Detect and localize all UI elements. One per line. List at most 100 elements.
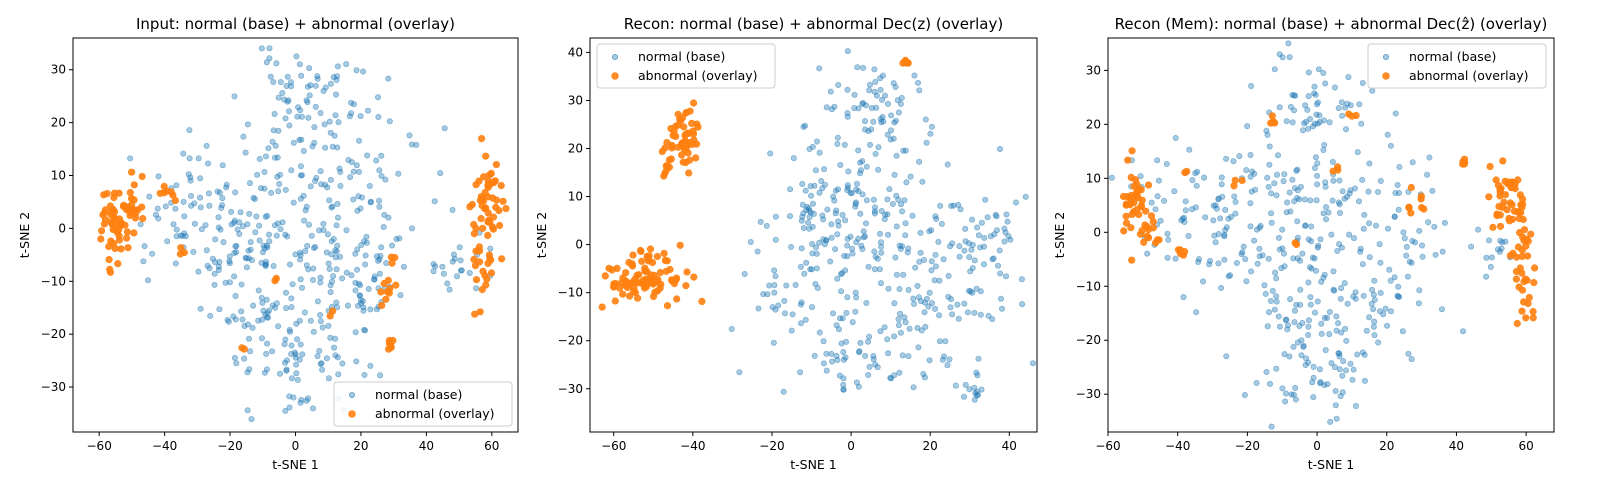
point-normal [1328, 231, 1335, 238]
point-normal [1264, 174, 1271, 181]
point-normal [348, 159, 355, 166]
point-normal [226, 260, 233, 267]
point-normal [840, 348, 847, 355]
point-normal [831, 197, 838, 204]
point-normal [268, 189, 275, 196]
point-abnormal [1499, 157, 1507, 165]
x-tick-label: 60 [1518, 439, 1533, 453]
point-abnormal [484, 177, 492, 185]
point-normal [317, 168, 324, 175]
point-normal [931, 277, 938, 284]
point-normal [145, 277, 152, 284]
point-normal [449, 258, 456, 265]
point-normal [1281, 171, 1288, 178]
point-normal [373, 157, 380, 164]
point-normal [910, 295, 917, 302]
point-normal [385, 75, 392, 82]
point-normal [885, 285, 892, 292]
point-normal [1415, 300, 1422, 307]
point-normal [1460, 328, 1467, 335]
point-normal [807, 266, 814, 273]
x-tick-label: 0 [847, 439, 855, 453]
point-normal [321, 121, 328, 128]
point-normal [1271, 306, 1278, 313]
point-normal [926, 357, 933, 364]
point-normal [283, 366, 290, 373]
point-normal [254, 171, 261, 178]
point-abnormal [377, 288, 385, 296]
point-normal [1192, 170, 1199, 177]
point-normal [365, 285, 372, 292]
point-normal [440, 270, 447, 277]
point-normal [191, 220, 198, 227]
point-normal [1346, 231, 1353, 238]
point-abnormal [480, 173, 488, 181]
point-normal [799, 213, 806, 220]
point-normal [275, 323, 282, 330]
point-abnormal [1495, 202, 1503, 210]
point-normal [320, 227, 327, 234]
point-normal [284, 73, 291, 80]
point-normal [978, 386, 985, 393]
point-normal [337, 169, 344, 176]
point-normal [823, 367, 830, 374]
point-normal [975, 232, 982, 239]
point-normal [844, 235, 851, 242]
point-normal [286, 404, 293, 411]
point-normal [1307, 294, 1314, 301]
point-normal [1301, 196, 1308, 203]
point-normal [298, 72, 305, 79]
point-normal [265, 145, 272, 152]
point-normal [216, 306, 223, 313]
point-normal [1022, 193, 1029, 200]
point-normal [1287, 208, 1294, 215]
point-abnormal [391, 254, 399, 262]
point-normal [806, 225, 813, 232]
point-normal [197, 204, 204, 211]
point-abnormal [486, 218, 494, 226]
point-normal [333, 77, 340, 84]
point-normal [770, 339, 777, 346]
point-normal [812, 244, 819, 251]
point-normal [851, 105, 858, 112]
point-normal [352, 279, 359, 286]
legend-marker-abnormal [611, 72, 619, 80]
point-normal [294, 376, 301, 383]
point-normal [231, 217, 238, 224]
point-normal [821, 181, 828, 188]
point-abnormal [1122, 212, 1130, 220]
point-normal [871, 66, 878, 73]
point-normal [1359, 176, 1366, 183]
point-normal [1290, 255, 1297, 262]
point-normal [798, 245, 805, 252]
point-normal [1256, 245, 1263, 252]
point-normal [1248, 188, 1255, 195]
point-abnormal [666, 265, 674, 274]
point-normal [812, 167, 819, 174]
point-normal [797, 320, 804, 327]
point-abnormal [384, 276, 392, 285]
point-normal [1358, 120, 1365, 127]
point-normal [1343, 126, 1350, 133]
point-abnormal [482, 204, 490, 212]
point-normal [1148, 199, 1155, 206]
point-normal [1012, 199, 1019, 206]
point-normal [806, 146, 813, 153]
point-normal [992, 211, 999, 218]
point-normal [296, 317, 303, 324]
point-normal [262, 213, 269, 220]
point-normal [932, 251, 939, 258]
legend: normal (base) abnormal (overlay) [333, 381, 513, 427]
point-normal [853, 294, 860, 301]
point-normal [861, 118, 868, 125]
point-normal [258, 45, 265, 52]
point-normal [334, 214, 341, 221]
point-normal [1291, 107, 1298, 114]
point-normal [835, 218, 842, 225]
point-abnormal [483, 275, 491, 283]
point-abnormal [389, 336, 397, 345]
point-normal [1297, 286, 1304, 293]
point-normal [863, 197, 870, 204]
point-normal [1278, 265, 1285, 272]
point-abnormal [1485, 193, 1493, 201]
